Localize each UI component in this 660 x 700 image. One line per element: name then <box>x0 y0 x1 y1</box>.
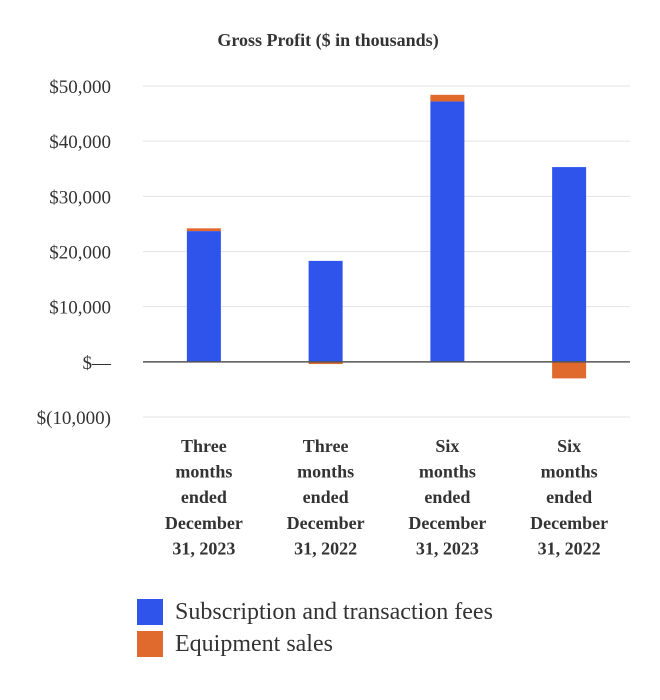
x-tick-label: Six months ended December 31, 2023 <box>408 436 486 558</box>
bar-equipment <box>186 228 221 232</box>
x-tick-label-line: 31, 2023 <box>416 538 479 558</box>
x-tick-label-line: December <box>287 513 365 533</box>
gridlines <box>143 85 630 418</box>
bar-subscription <box>186 231 221 362</box>
y-tick-label: $20,000 <box>49 243 111 264</box>
chart-canvas: Gross Profit ($ in thousands) $50,000 $40… <box>37 30 630 558</box>
x-tick-label-line: ended <box>181 487 227 507</box>
chart-title: Gross Profit ($ in thousands) <box>217 30 438 51</box>
bar-subscription <box>552 167 587 362</box>
legend-item-subscription: Subscription and transaction fees <box>137 596 493 628</box>
x-tick-label-line: December <box>165 513 243 533</box>
y-tick-label: $50,000 <box>49 77 111 98</box>
bar-subscription <box>308 260 343 362</box>
legend-swatch-subscription <box>137 599 163 625</box>
x-tick-label-line: December <box>408 513 486 533</box>
x-tick-label-line: December <box>530 513 608 533</box>
bar-equipment <box>552 361 587 379</box>
x-tick-label-line: 31, 2022 <box>538 538 601 558</box>
x-tick-label: Six months ended December 31, 2022 <box>530 436 608 558</box>
bar-equipment <box>308 361 343 365</box>
x-tick-label-line: 31, 2023 <box>172 538 235 558</box>
x-tick-label-line: months <box>541 462 598 482</box>
legend-label-subscription: Subscription and transaction fees <box>175 598 493 625</box>
x-tick-label-line: ended <box>303 487 349 507</box>
x-tick-label-line: Three <box>303 436 349 456</box>
x-tick-label-line: months <box>419 462 476 482</box>
x-tick-label-line: 31, 2022 <box>294 538 357 558</box>
y-tick-label: $— <box>83 353 113 374</box>
y-tick-label: $(10,000) <box>37 408 111 429</box>
legend: Subscription and transaction fees Equipm… <box>137 596 493 660</box>
legend-label-equipment: Equipment sales <box>175 630 333 657</box>
x-tick-label-line: ended <box>546 487 592 507</box>
x-tick-label: Three months ended December 31, 2023 <box>165 436 243 558</box>
y-tick-label: $30,000 <box>49 187 111 208</box>
legend-item-equipment: Equipment sales <box>137 628 493 660</box>
x-tick-label-line: Three <box>181 436 227 456</box>
y-axis-ticks: $50,000 $40,000 $30,000 $20,000 $10,000 $— $(1… <box>37 77 112 429</box>
y-tick-label: $10,000 <box>49 298 111 319</box>
x-axis-labels: Three months ended December 31, 2023 Three mon… <box>165 436 608 558</box>
bar-equipment <box>430 94 465 102</box>
x-tick-label-line: months <box>175 462 232 482</box>
x-tick-label-line: months <box>297 462 354 482</box>
x-tick-label-line: Six <box>435 436 459 456</box>
bars <box>186 94 587 379</box>
x-tick-label-line: ended <box>424 487 470 507</box>
x-tick-label-line: Six <box>557 436 581 456</box>
legend-swatch-equipment <box>137 631 163 657</box>
x-tick-label: Three months ended December 31, 2022 <box>287 436 365 558</box>
bar-subscription <box>430 101 465 362</box>
y-tick-label: $40,000 <box>49 132 111 153</box>
